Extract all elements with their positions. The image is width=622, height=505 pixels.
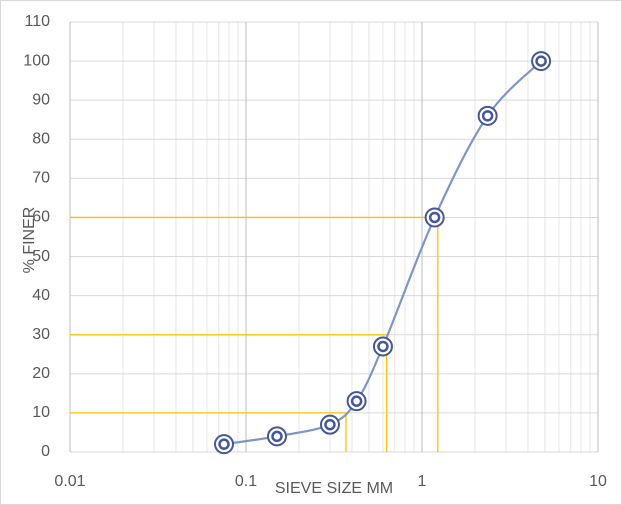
marker-core [350,395,363,407]
marker-core [481,110,494,122]
y-tick-label: 110 [24,13,50,30]
x-tick-label: 10 [589,473,607,490]
y-axis-label: % FINER [21,207,38,274]
marker [319,414,340,435]
marker [214,434,235,455]
marker [372,336,393,357]
marker [531,51,552,72]
y-tick-label: 0 [41,443,50,460]
y-tick-label: 80 [32,130,50,147]
marker [346,391,367,412]
y-tick-label: 60 [32,209,50,226]
x-tick-label: 1 [418,473,427,490]
y-tick-label: 10 [32,404,50,421]
marks [70,51,552,455]
x-tick-label: 0.01 [54,473,85,490]
x-axis-label: SIEVE SIZE MM [275,480,393,497]
marker-core [271,430,283,443]
marker [477,105,498,126]
y-tick-label: 20 [32,365,50,382]
y-tick-label: 100 [23,52,50,69]
marker-core [218,438,230,450]
y-tick-label: 40 [32,287,50,304]
marker-core [324,418,336,431]
marker [266,426,287,447]
y-tick-label: 50 [32,248,50,265]
y-tick-label: 30 [32,326,50,343]
marker [424,207,445,228]
grid [69,21,599,453]
reference-line [70,412,347,452]
y-tick-label: 70 [32,170,50,187]
x-tick-label: 0.1 [235,473,257,490]
y-tick-label: 90 [32,91,50,108]
marker-core [535,55,547,67]
marker-core [377,340,389,353]
marker-core [428,211,441,224]
